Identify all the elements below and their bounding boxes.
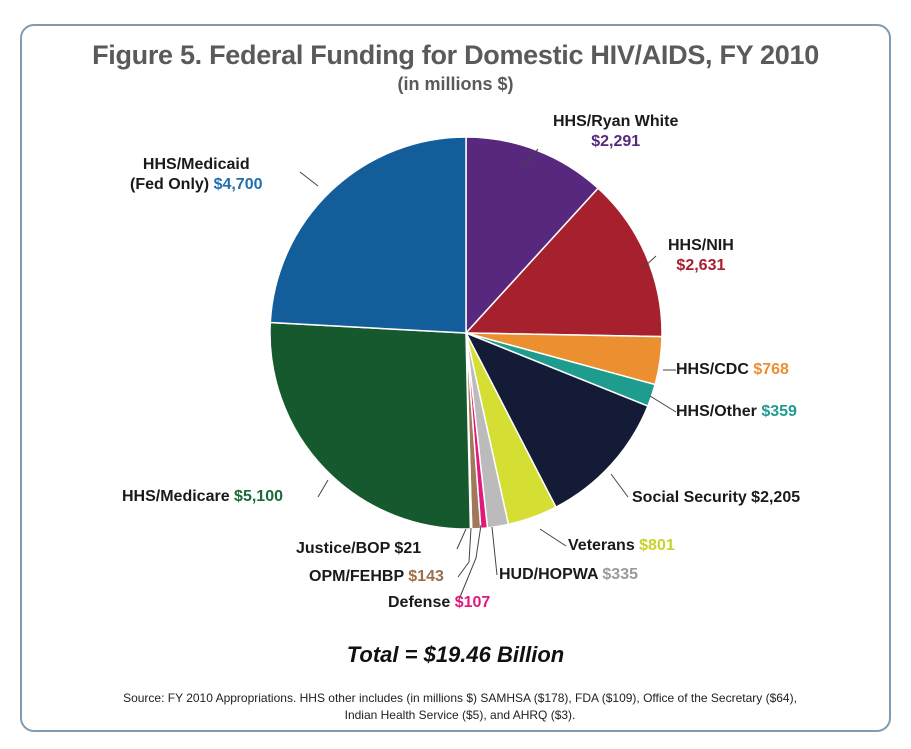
slice-value: $143 bbox=[408, 568, 444, 585]
slice-value: $801 bbox=[639, 537, 675, 554]
slice-label: Social Security $2,205 bbox=[632, 488, 800, 508]
slice-name: HHS/Medicare bbox=[122, 488, 235, 505]
pie-slice-hhs-medicare bbox=[269, 321, 472, 530]
slice-value: $21 bbox=[394, 540, 422, 557]
slice-name: HHS/NIH bbox=[668, 237, 734, 254]
slice-label: OPM/FEHBP $143 bbox=[309, 567, 444, 587]
slice-value: $2,205 bbox=[751, 489, 801, 506]
slice-name-cont: (Fed Only) bbox=[130, 176, 214, 193]
leader-line bbox=[491, 526, 498, 576]
slice-name: HHS/Ryan White bbox=[553, 113, 679, 130]
leader-line bbox=[539, 528, 567, 547]
slice-label: HHS/NIH $2,631 bbox=[668, 236, 734, 276]
slice-name: HHS/CDC bbox=[676, 361, 754, 378]
slice-value: $2,291 bbox=[591, 133, 641, 150]
slice-name: Social Security bbox=[632, 489, 752, 506]
slice-name: HUD/HOPWA bbox=[499, 566, 603, 583]
pie-slice-social-security bbox=[464, 331, 649, 509]
slice-name: HHS/Other bbox=[676, 403, 762, 420]
slice-value: $359 bbox=[761, 403, 797, 420]
slice-label: HHS/Other $359 bbox=[676, 402, 797, 422]
leader-line bbox=[299, 171, 319, 187]
leader-line bbox=[521, 148, 539, 169]
chart-title: Figure 5. Federal Funding for Domestic H… bbox=[92, 40, 819, 70]
slice-name: HHS/Medicaid bbox=[142, 156, 250, 173]
slice-value: $4,700 bbox=[213, 176, 263, 193]
leader-line bbox=[456, 528, 467, 550]
source-note: Source: FY 2010 Appropriations. HHS othe… bbox=[123, 691, 797, 722]
slice-label: HUD/HOPWA $335 bbox=[499, 565, 638, 585]
chart-subtitle: (in millions $) bbox=[397, 74, 514, 94]
slice-name: OPM/FEHBP bbox=[309, 568, 409, 585]
leader-line bbox=[610, 473, 629, 498]
slice-value: $335 bbox=[602, 566, 638, 583]
slice-value: $107 bbox=[454, 594, 491, 611]
leader-line bbox=[457, 524, 482, 603]
pie-slice-hhs-medicaid bbox=[269, 136, 467, 334]
leader-line bbox=[649, 395, 677, 413]
slice-name: Defense bbox=[388, 594, 455, 611]
slice-value: $768 bbox=[753, 361, 789, 378]
slice-value: $5,100 bbox=[234, 488, 283, 505]
slice-label: Veterans $801 bbox=[568, 536, 675, 556]
leader-line bbox=[642, 255, 657, 269]
slice-name: Veterans bbox=[568, 537, 640, 554]
slice-label: HHS/Medicare $5,100 bbox=[122, 487, 283, 507]
slice-name: Justice/BOP bbox=[296, 540, 395, 557]
slice-label: Justice/BOP $21 bbox=[296, 539, 421, 559]
total-label: Total = $19.46 Billion bbox=[346, 642, 565, 667]
slice-label: Defense $107 bbox=[388, 593, 490, 613]
leader-line bbox=[317, 479, 329, 498]
leader-line bbox=[457, 527, 472, 578]
slice-label: HHS/CDC $768 bbox=[676, 360, 789, 380]
slice-label: HHS/Ryan White $2,291 bbox=[553, 112, 678, 152]
slice-label: HHS/Medicaid (Fed Only) $4,700 bbox=[130, 155, 263, 195]
pie-slice-hhs-nih bbox=[464, 187, 663, 338]
slice-value: $2,631 bbox=[676, 257, 726, 274]
